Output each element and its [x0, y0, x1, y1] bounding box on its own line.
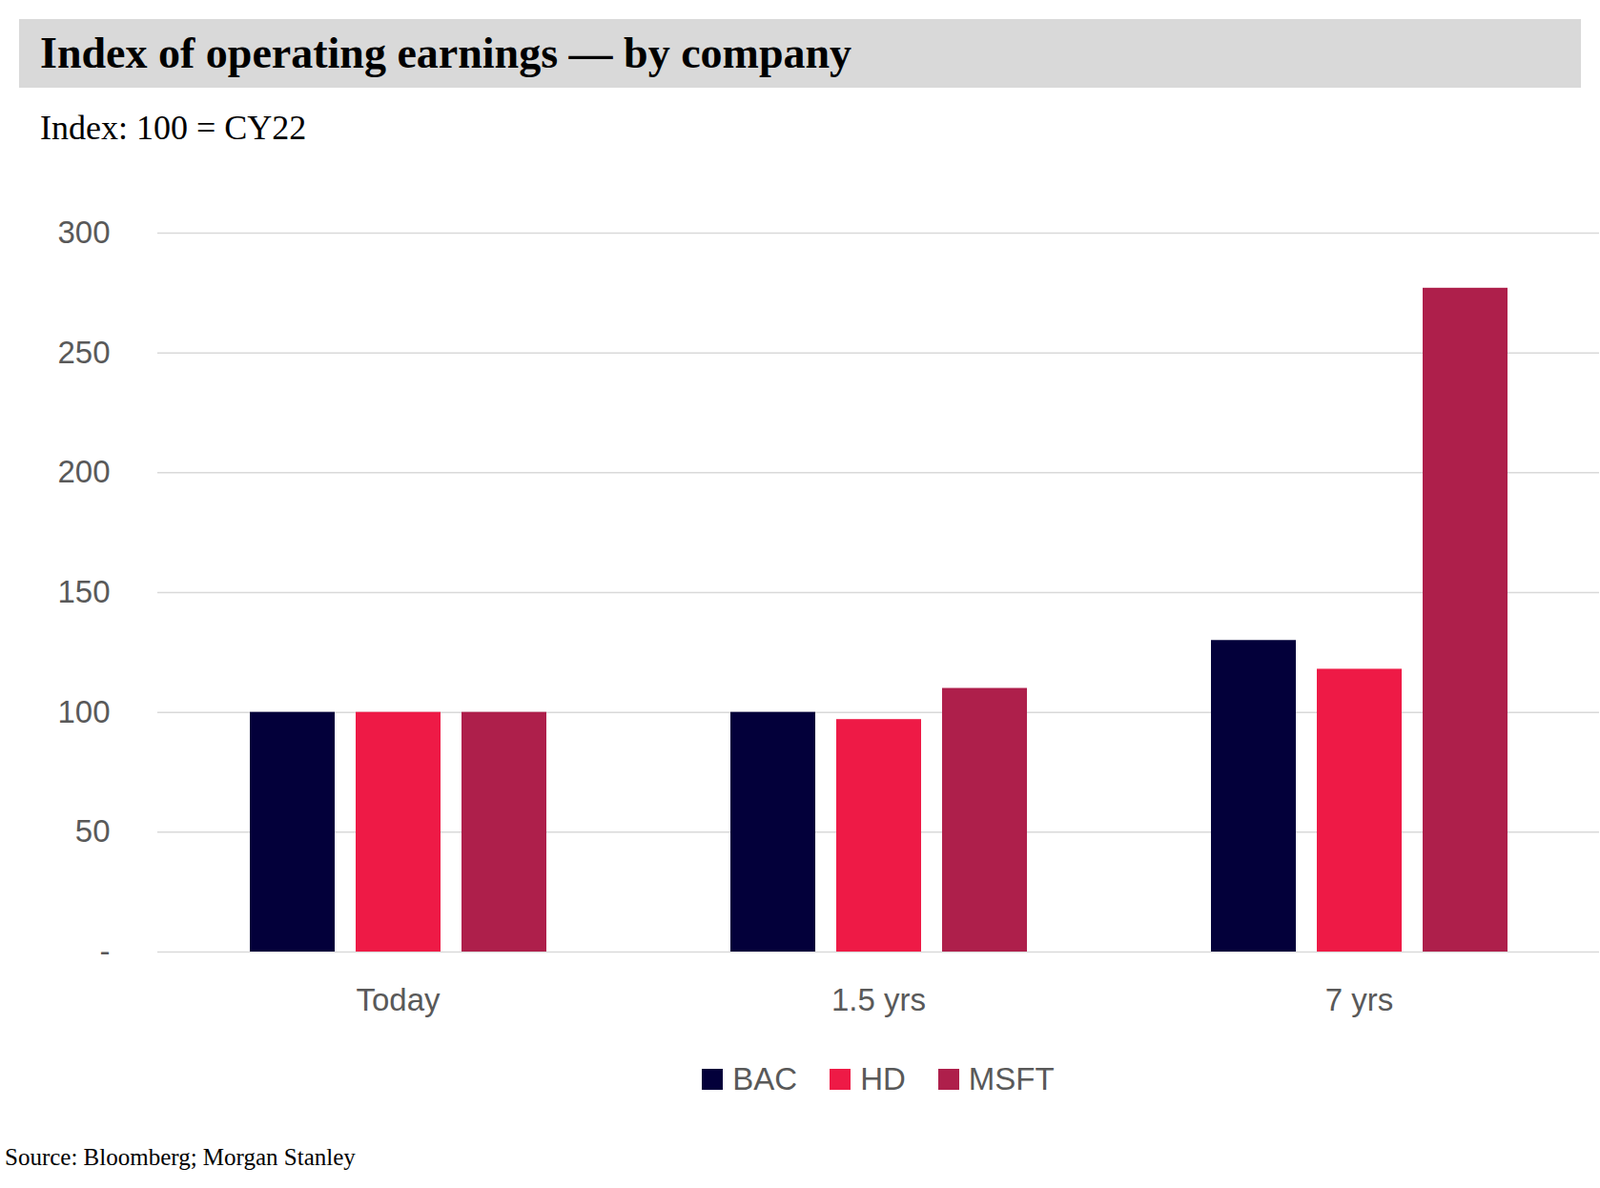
svg-text:7 yrs: 7 yrs: [1325, 982, 1395, 1018]
svg-text:250: 250: [57, 334, 110, 370]
svg-text:150: 150: [57, 574, 110, 610]
svg-text:Today: Today: [355, 982, 441, 1018]
html-text:MSFT: MSFT: [968, 1061, 1055, 1097]
svg-text:1.5 yrs: 1.5 yrs: [831, 982, 926, 1018]
svg-text:200: 200: [57, 453, 110, 490]
html-text:Index: 100 = CY22: Index: 100 = CY22: [40, 108, 307, 147]
svg-text:300: 300: [57, 214, 110, 250]
html-text:Source: Bloomberg; Morgan Stan: Source: Bloomberg; Morgan Stanley: [4, 1144, 356, 1170]
html-text:Index of operating earnings —: Index of operating earnings — by company: [40, 28, 852, 78]
html-text:HD: HD: [860, 1061, 906, 1097]
svg-text:100: 100: [57, 694, 110, 730]
svg-text:-: -: [100, 933, 111, 969]
svg-text:50: 50: [75, 813, 111, 849]
html-text:BAC: BAC: [732, 1061, 798, 1097]
